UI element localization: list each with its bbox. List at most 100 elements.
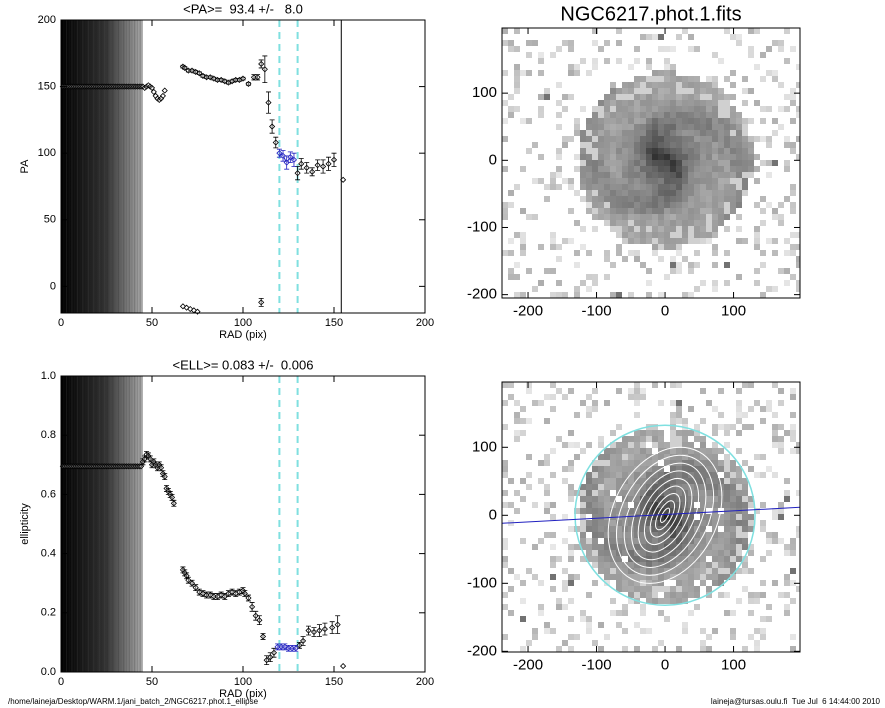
pixel [622,526,628,532]
point [269,123,276,130]
pixel [706,532,712,538]
pixel [610,196,616,202]
pixel [730,514,736,520]
pixel [598,202,604,208]
pixel [574,292,580,298]
pixel [610,220,616,226]
pixel [604,214,610,220]
pixel [730,532,736,538]
pixel [586,484,592,490]
pixel [592,406,598,412]
pixel [736,184,742,190]
pixel [610,184,616,190]
point [239,75,247,82]
pixel [592,208,598,214]
pixel [658,166,664,172]
pixel [688,214,694,220]
pixel [694,172,700,178]
pixel [700,388,706,394]
pixel [688,586,694,592]
pixel [634,574,640,580]
pixel [604,112,610,118]
pixel [580,532,586,538]
pixel [658,154,664,160]
pixel [574,166,580,172]
pixel [556,244,562,250]
pixel [688,202,694,208]
pixel [754,226,760,232]
pixel [694,190,700,196]
pixel [550,268,556,274]
pixel [634,160,640,166]
pixel [628,442,634,448]
pixel [730,166,736,172]
pixel [598,496,604,502]
pixel [790,142,796,148]
pixel [538,94,544,100]
pixel [658,148,664,154]
pixel [634,514,640,520]
pixel [676,442,682,448]
pixel [676,556,682,562]
pixel [664,496,670,502]
pixel [700,166,706,172]
pixel [586,136,592,142]
pixel [694,226,700,232]
pixel [664,490,670,496]
pixel [502,382,508,388]
pixel [616,112,622,118]
pixel [574,250,580,256]
pixel [508,586,514,592]
pixel [742,184,748,190]
pixel [634,580,640,586]
pixel [628,490,634,496]
y-tick-label: 50 [44,214,56,226]
pixel [622,148,628,154]
x-tick-label: 200 [416,676,434,688]
pixel [598,520,604,526]
pixel [718,124,724,130]
pixel [640,520,646,526]
pixel [604,460,610,466]
isophote [649,492,681,538]
pixel [718,118,724,124]
pixel [712,226,718,232]
point [261,66,268,73]
pixel [772,238,778,244]
pixel [670,544,676,550]
pixel [634,220,640,226]
pixel [658,184,664,190]
pixel [616,88,622,94]
pixel [718,460,724,466]
pixel [664,232,670,238]
pixel [592,544,598,550]
pixel [772,286,778,292]
pixel [670,436,676,442]
pixel [670,172,676,178]
pixel [604,490,610,496]
pixel [556,172,562,178]
pixel [718,562,724,568]
pixel [742,136,748,142]
pixel [700,454,706,460]
pixel [742,520,748,526]
pixel [766,466,772,472]
pixel [610,520,616,526]
pixel [646,34,652,40]
pixel [682,130,688,136]
pixel [694,262,700,268]
pixel [724,250,730,256]
pixel [532,574,538,580]
pixel [562,442,568,448]
pixel [682,574,688,580]
pixel [706,646,712,652]
pixel [610,82,616,88]
pixel [670,184,676,190]
point [310,628,318,636]
pixel [700,232,706,238]
point [161,87,168,94]
pixel [598,178,604,184]
pixel [652,76,658,82]
pixel [772,538,778,544]
pixel [502,166,508,172]
